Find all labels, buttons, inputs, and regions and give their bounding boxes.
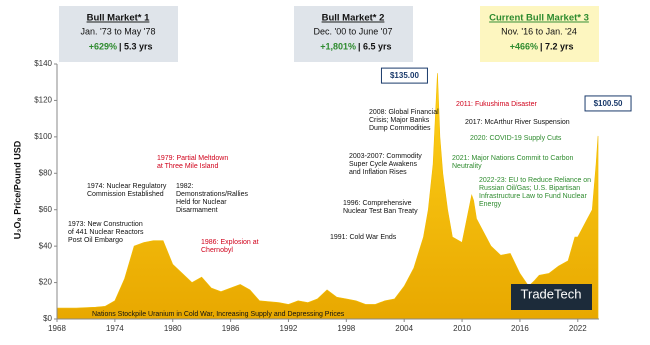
annotation: 1982: (176, 183, 194, 190)
annotation: Disarmament (176, 207, 218, 214)
annotation: 2003-2007: Commodity (349, 153, 422, 160)
y-tick-label: $100 (34, 132, 52, 141)
value-label: $135.00 (390, 71, 419, 80)
bull-period: Dec. '00 to June '07 (314, 26, 393, 36)
y-axis-label: U₃O₈ Price/Pound USD (12, 140, 22, 239)
bull-title: Bull Market* 2 (322, 13, 385, 24)
x-tick-label: 1998 (337, 324, 355, 333)
annotation: Demonstrations/Rallies (176, 191, 248, 198)
price-area (56, 73, 599, 320)
annotation: 1973: New Construction (68, 221, 143, 228)
annotation: at Three Mile Island (157, 163, 218, 170)
plot: $0 $20 $40 $60 $80 $100 $120 $140 1968 1974 1980 19… (34, 59, 632, 333)
annotation: 2020: COVID-19 Supply Cuts (470, 135, 562, 142)
annotation: Nations Stockpile Uranium in Cold War, I… (92, 311, 345, 318)
x-tick-label: 1968 (48, 324, 66, 333)
annotation: Infrastructure Law to Fund Nuclear (479, 193, 587, 200)
annotation: 1996: Comprehensive (343, 200, 412, 207)
bull-duration: | 6.5 yrs (358, 41, 392, 51)
annotation: 2008: Global Financial (369, 109, 439, 116)
annotation: 1986: Explosion at (201, 239, 259, 246)
annotation: Post Oil Embargo (68, 237, 123, 244)
y-tick-label: $60 (39, 205, 53, 214)
annotation: Chernobyl (201, 247, 233, 254)
x-tick-label: 2016 (511, 324, 529, 333)
annotation: Dump Commodities (369, 125, 431, 132)
x-tick-label: 2004 (395, 324, 413, 333)
annotation: 2017: McArthur River Suspension (465, 119, 570, 126)
annotation: of 441 Nuclear Reactors (68, 229, 144, 236)
x-tick-label: 1986 (222, 324, 240, 333)
bull-gain: +629% (89, 41, 117, 51)
x-tick-label: 1974 (106, 324, 124, 333)
annotation: Russian Oil/Gas; U.S. Bipartisan (479, 185, 580, 192)
bull-box (294, 6, 413, 62)
callout-box (584, 95, 632, 112)
bull-period: Jan. '73 to May '78 (81, 26, 156, 36)
annotation: Energy (479, 201, 502, 208)
y-tick-label: $20 (39, 278, 53, 287)
annotations: 1973: New Construction of 441 Nuclear Re… (68, 101, 591, 318)
x-tick-label: 2010 (453, 324, 471, 333)
bull-duration: | 5.3 yrs (119, 41, 153, 51)
annotation: 2011: Fukushima Disaster (456, 101, 537, 108)
logo-text: TradeTech (521, 286, 582, 301)
y-tick-label: $80 (39, 168, 53, 177)
bull-period: Nov. '16 to Jan. '24 (501, 26, 577, 36)
bull-gain: +1,801% (320, 41, 356, 51)
bull-box (59, 6, 178, 62)
y-tick-label: $40 (39, 241, 53, 250)
y-tick-label: $0 (43, 314, 52, 323)
x-tick-label: 1980 (164, 324, 182, 333)
bull-gain: +466% (510, 41, 538, 51)
annotation: 1974: Nuclear Regulatory (87, 183, 167, 190)
y-tick-label: $140 (34, 59, 52, 68)
annotation: Held for Nuclear (176, 199, 227, 206)
annotation: 2021: Major Nations Commit to Carbon (452, 155, 573, 162)
annotation: Neutrality (452, 163, 482, 170)
annotation: Commission Established (87, 191, 164, 198)
annotation: 1979: Partial Meltdown (157, 155, 228, 162)
bull-title: Bull Market* 1 (87, 13, 151, 24)
annotation: Nuclear Test Ban Treaty (343, 208, 418, 215)
annotation: Super Cycle Awakens (349, 161, 417, 168)
value-label: $100.50 (594, 99, 623, 108)
annotation: and Inflation Rises (349, 169, 407, 176)
annotation: Crisis; Major Banks (369, 117, 430, 124)
annotation: 2022-23: EU to Reduce Reliance on (479, 177, 591, 184)
y-tick-label: $120 (34, 96, 52, 105)
bull-duration: | 7.2 yrs (540, 41, 574, 51)
x-tick-label: 1992 (280, 324, 298, 333)
callout-box (380, 67, 428, 84)
bull-box (480, 6, 599, 62)
annotation: 1991: Cold War Ends (330, 234, 397, 241)
x-tick-label: 2022 (569, 324, 587, 333)
bull-title: Current Bull Market* 3 (489, 13, 589, 24)
logo (511, 284, 592, 310)
